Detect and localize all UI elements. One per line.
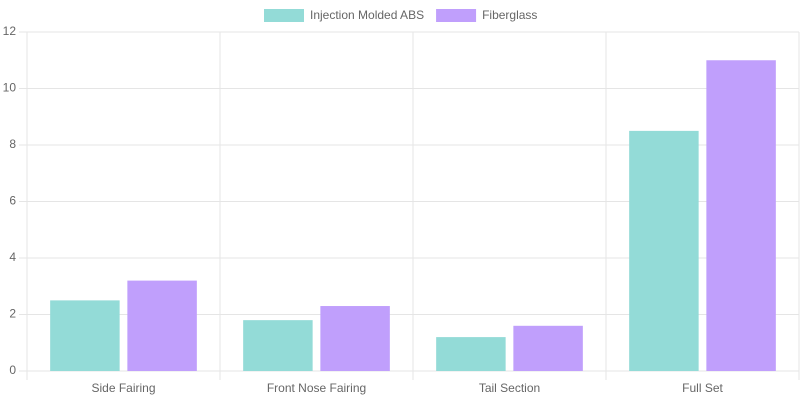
legend-swatch [436,9,477,22]
y-tick-label: 10 [3,81,17,95]
y-tick-label: 6 [9,194,16,208]
bar [706,60,776,371]
bar [50,300,120,371]
y-tick-label: 2 [9,307,16,321]
x-tick-label: Tail Section [479,381,540,395]
x-tick-label: Side Fairing [91,381,155,395]
bar [629,130,699,371]
y-tick-label: 4 [9,250,16,264]
bar [320,306,390,371]
bar [436,337,506,371]
x-tick-label: Front Nose Fairing [267,381,366,395]
y-tick-label: 0 [9,363,16,377]
bar [127,280,197,371]
legend-label: Fiberglass [482,8,537,22]
bar [513,325,583,371]
bar [243,320,313,371]
legend-swatch [264,9,304,22]
legend-label: Injection Molded ABS [310,8,424,22]
y-tick-label: 12 [3,24,17,38]
x-tick-label: Full Set [682,381,723,395]
y-tick-label: 8 [9,137,16,151]
